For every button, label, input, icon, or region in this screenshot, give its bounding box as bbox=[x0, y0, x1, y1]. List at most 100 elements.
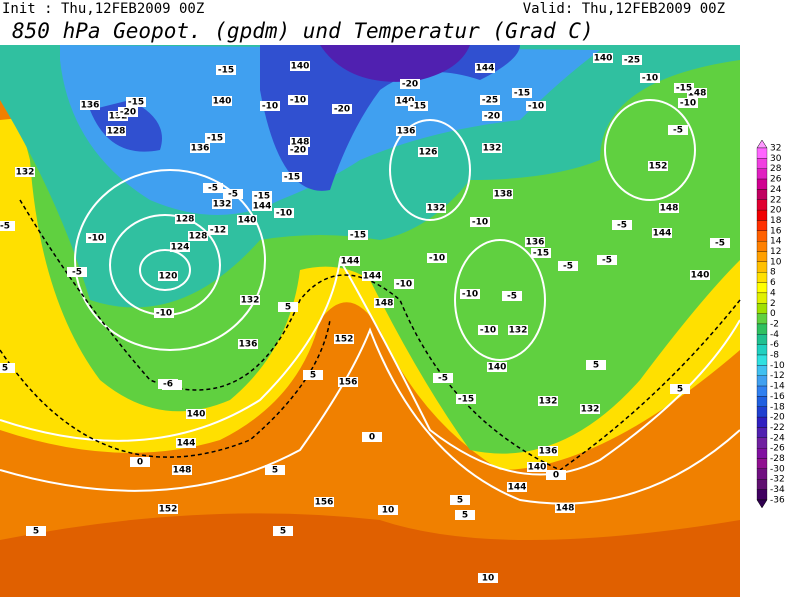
label-box bbox=[460, 289, 480, 299]
colorbar-bin bbox=[756, 209, 768, 221]
label-box bbox=[648, 161, 668, 171]
label-box bbox=[546, 470, 566, 480]
contour-label: 0 bbox=[137, 458, 143, 468]
label-box bbox=[240, 295, 260, 305]
label-box bbox=[223, 189, 243, 199]
colorbar-bin bbox=[756, 365, 768, 376]
contour-label: -25 bbox=[624, 56, 640, 66]
colorbar-bin bbox=[756, 189, 768, 200]
label-box bbox=[176, 438, 196, 448]
contour-label: 140 bbox=[213, 97, 232, 107]
contour-label: -20 bbox=[402, 80, 418, 90]
colorbar-bin bbox=[756, 427, 768, 438]
colorbar-bin bbox=[756, 437, 768, 449]
contour-label: 140 bbox=[291, 62, 310, 72]
contour-label: 140 bbox=[528, 463, 547, 473]
contour-label: -15 bbox=[128, 98, 144, 108]
contour-label: 128 bbox=[176, 215, 195, 225]
contour-label: -10 bbox=[262, 102, 278, 112]
contour-label: -20 bbox=[484, 112, 500, 122]
contour-label: 0 bbox=[553, 471, 559, 481]
colorbar-label: -34 bbox=[770, 485, 785, 495]
label-box bbox=[265, 465, 285, 475]
contour-label: 132 bbox=[16, 168, 35, 178]
label-box bbox=[678, 98, 698, 108]
label-box bbox=[478, 325, 498, 335]
contour-label: 132 bbox=[213, 200, 232, 210]
label-box bbox=[374, 298, 394, 308]
label-box bbox=[597, 255, 617, 265]
colorbar-bin bbox=[756, 334, 768, 345]
label-box bbox=[170, 242, 190, 252]
label-box bbox=[154, 308, 174, 318]
contour-label: 132 bbox=[581, 405, 600, 415]
label-box bbox=[508, 325, 528, 335]
contour-label: 136 bbox=[539, 447, 558, 457]
contour-label: 5 bbox=[677, 385, 683, 395]
label-box bbox=[418, 147, 438, 157]
label-box bbox=[659, 203, 679, 213]
temperature-contours bbox=[0, 199, 741, 471]
label-box bbox=[158, 379, 178, 389]
colorbar-label: -4 bbox=[770, 330, 779, 340]
label-box bbox=[288, 145, 308, 155]
colorbar-label: 6 bbox=[770, 278, 776, 288]
label-box bbox=[395, 96, 415, 106]
colorbar-label: -2 bbox=[770, 319, 779, 329]
contour-label: 120 bbox=[159, 272, 178, 282]
contour-label: -5 bbox=[0, 222, 10, 232]
colorbar-bin bbox=[756, 489, 768, 501]
colorbar-label: 26 bbox=[770, 175, 782, 185]
label-box bbox=[502, 291, 522, 301]
label-box bbox=[282, 172, 302, 182]
colorbar-label: 12 bbox=[770, 247, 781, 257]
colorbar-label: -10 bbox=[770, 361, 785, 371]
colorbar-bin bbox=[756, 199, 768, 211]
contour-label: -5 bbox=[72, 268, 82, 278]
label-box bbox=[512, 88, 532, 98]
colorbar-label: -20 bbox=[770, 413, 785, 423]
colorbar-label: -16 bbox=[770, 392, 785, 402]
contour-label: 128 bbox=[107, 127, 126, 137]
label-box bbox=[172, 465, 192, 475]
contour-label: -5 bbox=[673, 126, 683, 136]
label-box bbox=[290, 61, 310, 71]
contour-label: 144 bbox=[363, 272, 382, 282]
contour-label: -6 bbox=[163, 380, 173, 390]
label-box bbox=[527, 462, 547, 472]
colorbar-label: 0 bbox=[770, 309, 776, 319]
label-box bbox=[652, 228, 672, 238]
label-box bbox=[303, 370, 323, 380]
contour-label: -15 bbox=[410, 102, 426, 112]
contour-label: -10 bbox=[276, 209, 292, 219]
contour-label: -15 bbox=[218, 66, 234, 76]
contour-label: 144 bbox=[177, 439, 196, 449]
colorbar-top bbox=[756, 139, 768, 149]
colorbar-bin bbox=[756, 292, 768, 304]
label-box bbox=[158, 271, 178, 281]
contour-label: -12 bbox=[210, 226, 226, 236]
colorbar: 32302826242220181614121086420-2-4-6-8-10… bbox=[756, 139, 785, 509]
contour-label: -10 bbox=[429, 254, 445, 264]
contour-label: -5 bbox=[228, 190, 238, 200]
colorbar-label: 30 bbox=[770, 154, 782, 164]
label-box bbox=[106, 126, 126, 136]
contour-label: -20 bbox=[290, 146, 306, 156]
colorbar-bin bbox=[756, 272, 768, 283]
contour-label: 5 bbox=[462, 511, 468, 521]
contour-label: 5 bbox=[272, 466, 278, 476]
contour-label: 138 bbox=[494, 190, 513, 200]
contour-labels: 1361321281401361321281241201321361401441… bbox=[0, 53, 730, 584]
colorbar-bin bbox=[756, 479, 768, 490]
contour-label: 140 bbox=[238, 216, 257, 226]
contour-label: 124 bbox=[171, 243, 190, 253]
contour-label: 152 bbox=[159, 505, 178, 515]
contour-label: -15 bbox=[284, 173, 300, 183]
label-box bbox=[26, 526, 46, 536]
contour-label: 140 bbox=[594, 54, 613, 64]
contour-label: 156 bbox=[315, 498, 334, 508]
contour-label: -5 bbox=[563, 262, 573, 272]
label-box bbox=[334, 334, 354, 344]
label-box bbox=[208, 225, 228, 235]
label-box bbox=[487, 362, 507, 372]
